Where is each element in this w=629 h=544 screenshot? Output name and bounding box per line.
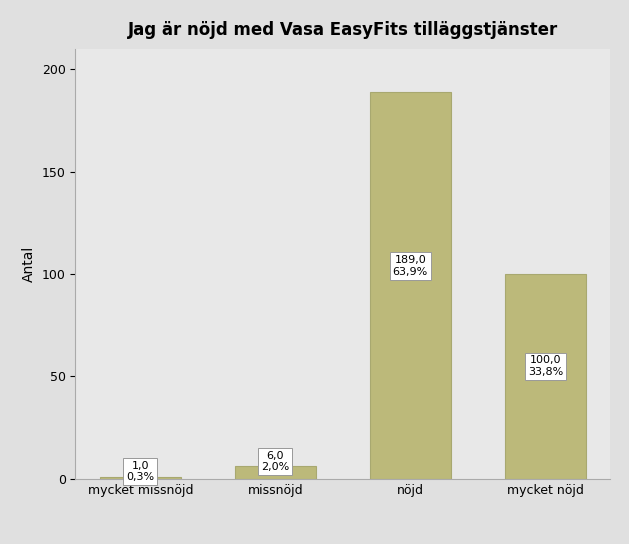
Bar bbox=[100, 477, 181, 479]
Title: Jag är nöjd med Vasa EasyFits tilläggstjänster: Jag är nöjd med Vasa EasyFits tilläggstj… bbox=[128, 21, 558, 39]
Bar bbox=[505, 274, 586, 479]
Text: 100,0
33,8%: 100,0 33,8% bbox=[528, 355, 563, 377]
Text: 1,0
0,3%: 1,0 0,3% bbox=[126, 461, 154, 483]
Bar bbox=[235, 466, 316, 479]
Y-axis label: Antal: Antal bbox=[22, 246, 36, 282]
Text: 189,0
63,9%: 189,0 63,9% bbox=[392, 255, 428, 277]
Text: 6,0
2,0%: 6,0 2,0% bbox=[261, 450, 289, 472]
Bar bbox=[370, 92, 451, 479]
